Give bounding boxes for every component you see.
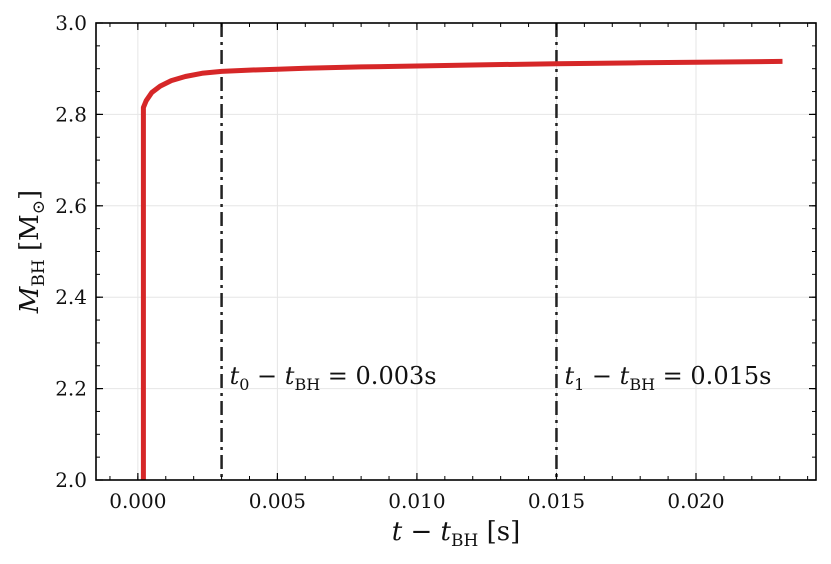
y-axis-title: MBH [M⊙] — [15, 190, 49, 314]
x-tick-label: 0.000 — [109, 489, 166, 513]
reference-lines — [220, 23, 558, 480]
y-tick-label: 2.6 — [55, 194, 87, 218]
grid-lines — [96, 22, 816, 481]
tick-labels: 0.000 0.005 0.010 0.015 0.020 2.0 2.2 2.4 2.6 2.8… — [55, 11, 724, 513]
y-tick-label: 2.0 — [55, 468, 87, 492]
vline-label-1: t1 − tBH = 0.015s — [564, 362, 771, 394]
annotations: t0 − tBH = 0.003s t1 − tBH = 0.015s — [230, 362, 772, 394]
axis-ticks — [96, 22, 816, 481]
x-tick-label: 0.015 — [528, 489, 585, 513]
y-tick-label: 2.8 — [55, 102, 87, 126]
series-line-0 — [140, 58, 783, 480]
x-tick-label: 0.005 — [249, 489, 306, 513]
plot-frame — [95, 22, 817, 481]
x-tick-label: 0.010 — [388, 489, 445, 513]
y-tick-label: 3.0 — [55, 11, 87, 35]
vline-label-0: t0 − tBH = 0.003s — [230, 362, 437, 394]
series-layer — [140, 58, 783, 480]
x-axis-title: t − tBH [s] — [392, 517, 520, 551]
x-tick-label: 0.020 — [667, 489, 724, 513]
y-tick-label: 2.2 — [55, 377, 87, 401]
y-tick-label: 2.4 — [55, 285, 87, 309]
